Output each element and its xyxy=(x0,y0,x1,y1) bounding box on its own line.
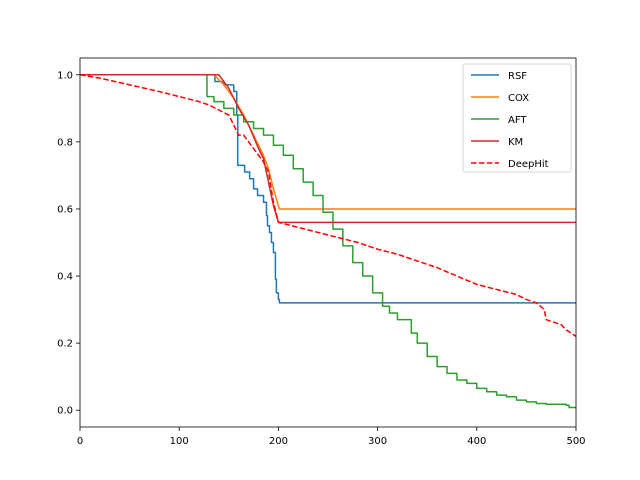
legend-label-aft: AFT xyxy=(508,115,527,126)
series-line-cox xyxy=(80,74,576,210)
x-tick-label: 0 xyxy=(77,436,83,447)
y-tick-label: 0.2 xyxy=(57,339,73,350)
series-line-aft xyxy=(80,74,576,409)
legend-label-cox: COX xyxy=(508,93,529,104)
y-tick-label: 0.4 xyxy=(57,272,73,283)
legend-label-rsf: RSF xyxy=(508,71,527,82)
y-tick-label: 0.8 xyxy=(57,137,73,148)
y-tick-label: 1.0 xyxy=(57,70,73,81)
y-tick-label: 0.0 xyxy=(57,406,73,417)
axis-ticks: 0 100 200 300 400 500 0.0 0.2 0.4 0.6 0.8 1.0 xyxy=(57,70,585,447)
axes-frame xyxy=(79,57,577,428)
series-line-km xyxy=(80,74,576,224)
series-line-rsf xyxy=(80,74,576,304)
legend-label-km: KM xyxy=(508,137,523,148)
x-tick-label: 300 xyxy=(368,436,387,447)
legend-label-deephit: DeepHit xyxy=(508,159,549,170)
series-line-deephit xyxy=(80,74,576,338)
legend: RSF COX AFT KM DeepHit xyxy=(462,63,572,173)
legend-box xyxy=(462,63,572,173)
x-tick-label: 100 xyxy=(170,436,189,447)
x-tick-label: 400 xyxy=(467,436,486,447)
y-tick-label: 0.6 xyxy=(57,204,73,215)
plot-area xyxy=(80,74,576,409)
x-tick-label: 500 xyxy=(566,436,585,447)
x-tick-label: 200 xyxy=(269,436,288,447)
